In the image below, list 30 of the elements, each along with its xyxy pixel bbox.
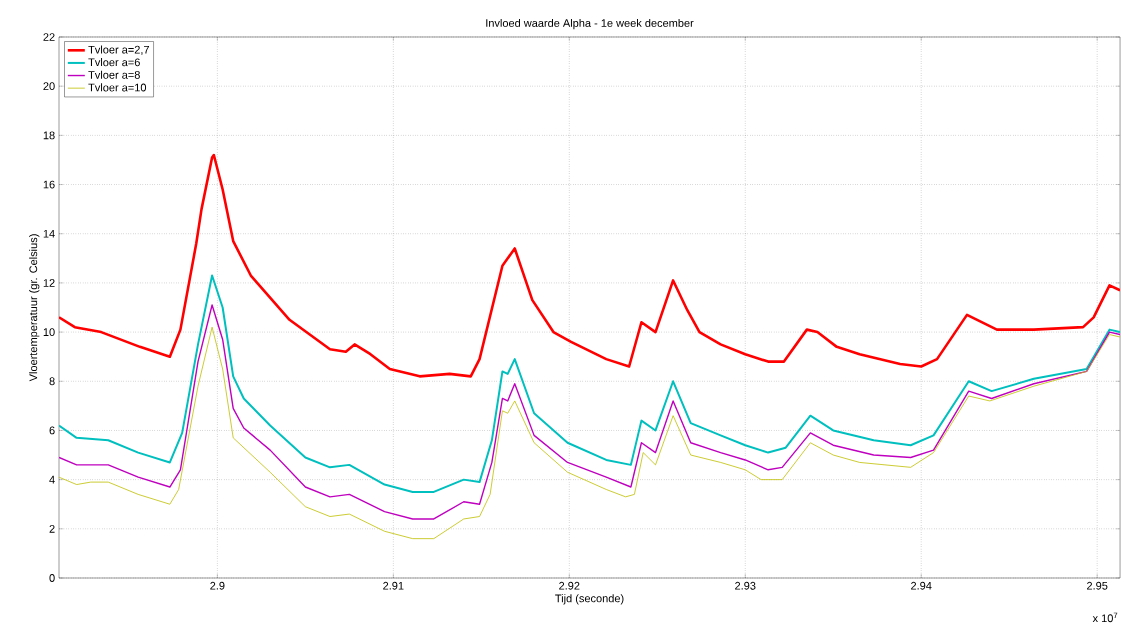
- line-series: [59, 326, 1121, 540]
- y-tick-label: 16: [43, 180, 55, 189]
- y-tick-label: 8: [49, 377, 55, 386]
- line-series: [59, 153, 1121, 378]
- legend-label: Tvloer a=2,7: [88, 45, 149, 55]
- y-axis-title: Vloertemperatuur (gr. Celsius): [29, 234, 40, 382]
- text: x 10$^{7}$: [1092, 612, 1118, 623]
- legend-label: Tvloer a=10: [88, 83, 147, 92]
- x-tick-label: 2.92: [559, 581, 580, 590]
- legend-label: Tvloer a=6: [88, 58, 140, 67]
- x-tick-label: 2.91: [383, 581, 404, 590]
- line-series: [59, 304, 1121, 520]
- y-tick-label: 20: [43, 82, 55, 91]
- y-tick-label: 18: [43, 131, 55, 140]
- y-tick-label: 14: [43, 229, 55, 238]
- x-tick-label: 2.9: [210, 581, 225, 590]
- legend-label: Tvloer a=8: [88, 70, 140, 79]
- x-tick-label: 2.93: [735, 581, 756, 590]
- chart-title: Invloed waarde Alpha - 1e week december: [486, 18, 694, 30]
- y-tick-label: 12: [43, 279, 55, 287]
- y-tick-label: 4: [49, 475, 55, 484]
- line-series: [59, 274, 1121, 493]
- x-tick-label: 2.95: [1087, 581, 1108, 590]
- y-tick-label: 10: [43, 328, 55, 336]
- y-tick-label: 0: [49, 574, 55, 582]
- y-tick-label: 6: [49, 426, 55, 435]
- x-axis-title: Tijd (seconde): [555, 594, 624, 605]
- x-tick-label: 2.94: [911, 581, 932, 590]
- y-tick-label: 22: [43, 33, 55, 41]
- y-tick-label: 2: [49, 524, 55, 533]
